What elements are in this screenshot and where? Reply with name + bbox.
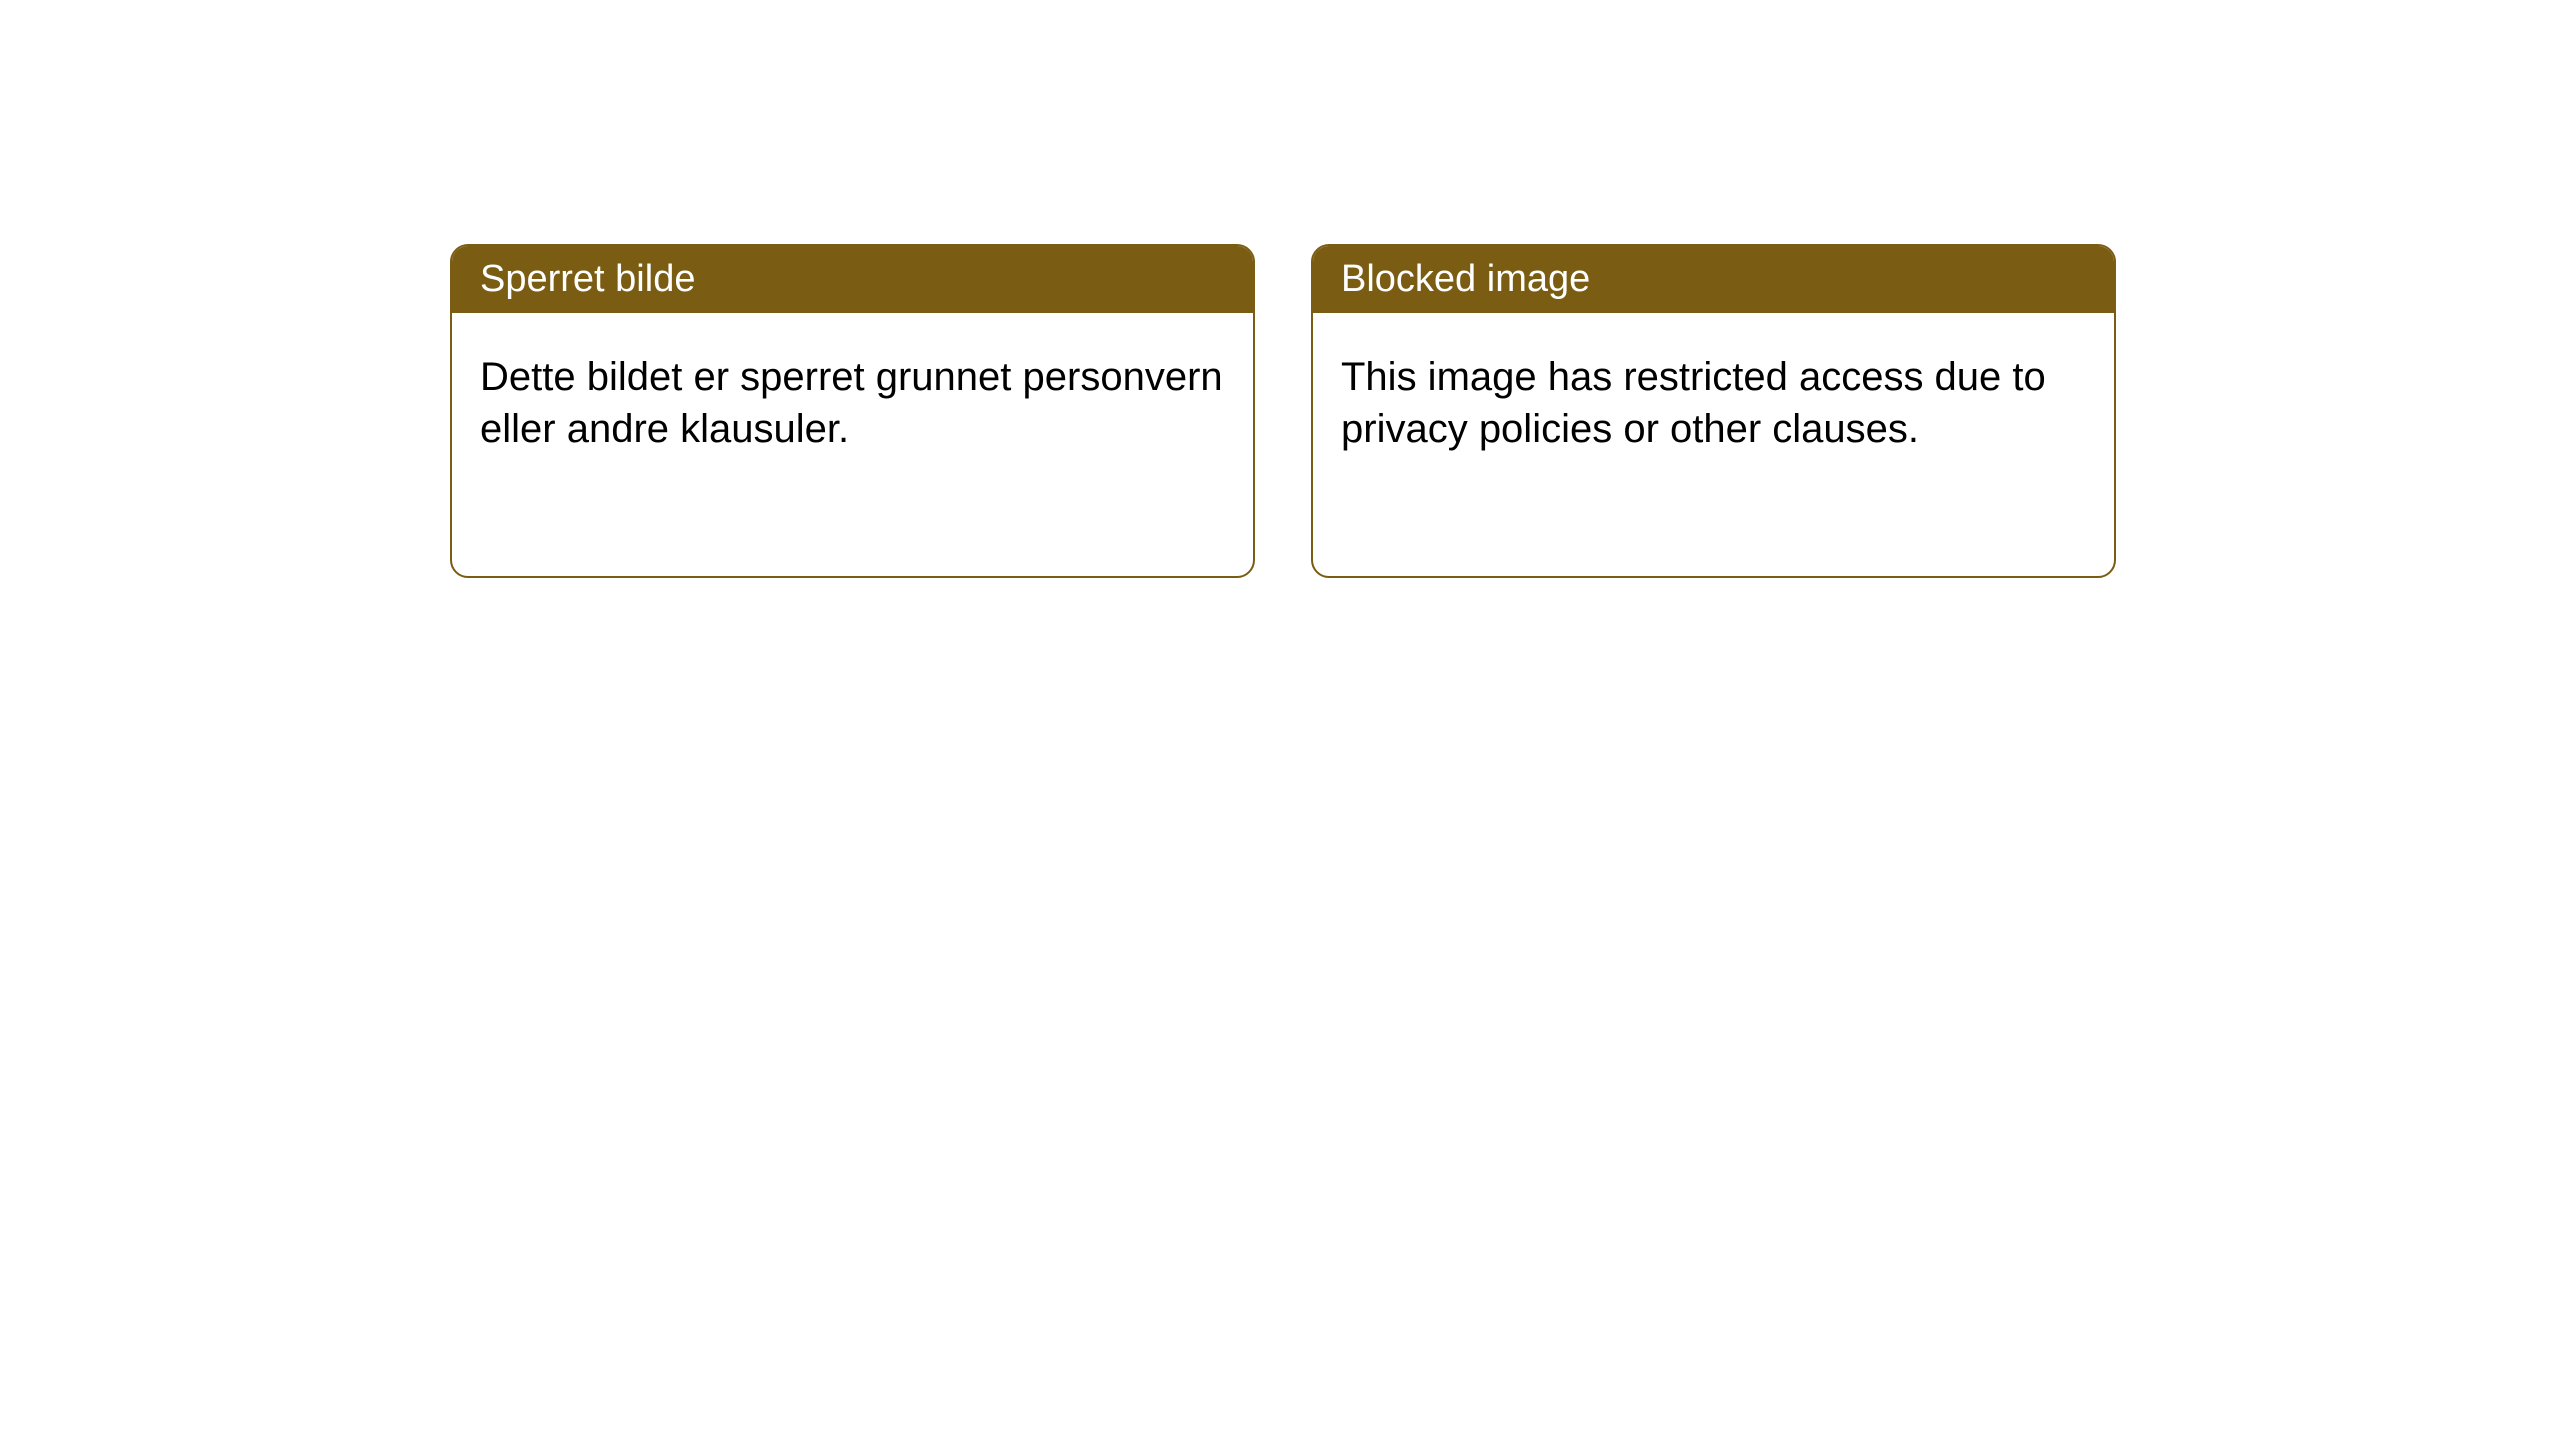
card-title: Blocked image	[1341, 258, 1590, 300]
card-body: This image has restricted access due to …	[1313, 313, 2114, 493]
blocked-image-card-english: Blocked image This image has restricted …	[1311, 244, 2116, 578]
card-message: This image has restricted access due to …	[1341, 355, 2046, 451]
blocked-image-card-norwegian: Sperret bilde Dette bildet er sperret gr…	[450, 244, 1255, 578]
card-message: Dette bildet er sperret grunnet personve…	[480, 355, 1223, 451]
notice-container: Sperret bilde Dette bildet er sperret gr…	[450, 244, 2116, 578]
card-body: Dette bildet er sperret grunnet personve…	[452, 313, 1253, 493]
card-header: Blocked image	[1313, 246, 2114, 313]
card-title: Sperret bilde	[480, 258, 695, 300]
card-header: Sperret bilde	[452, 246, 1253, 313]
